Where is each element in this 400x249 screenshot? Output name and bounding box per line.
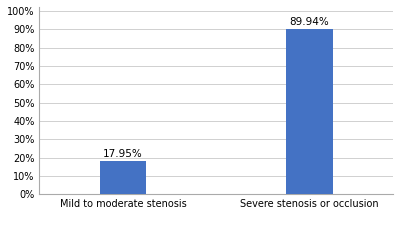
Text: 17.95%: 17.95%	[103, 149, 143, 159]
Bar	[100, 161, 146, 194]
Bar	[286, 29, 332, 194]
Text: 89.94%: 89.94%	[289, 17, 329, 27]
